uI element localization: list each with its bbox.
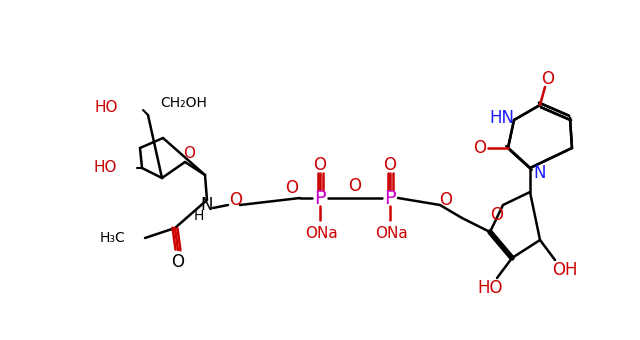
Text: P: P — [384, 188, 396, 207]
Text: O: O — [183, 147, 195, 162]
Text: O: O — [383, 156, 397, 174]
Text: O: O — [541, 70, 554, 88]
Text: HN: HN — [490, 109, 515, 127]
Text: P: P — [314, 188, 326, 207]
Text: OH: OH — [552, 261, 578, 279]
Text: H₃C: H₃C — [99, 231, 125, 245]
Text: O: O — [349, 177, 362, 195]
Text: N: N — [534, 164, 547, 182]
Text: O: O — [474, 139, 486, 157]
Text: O: O — [285, 179, 298, 197]
Text: ONa: ONa — [376, 225, 408, 240]
Text: ONa: ONa — [306, 225, 339, 240]
Text: N: N — [201, 196, 213, 214]
Text: O: O — [172, 253, 184, 271]
Text: H: H — [194, 209, 204, 223]
Text: O: O — [490, 206, 504, 224]
Text: O: O — [314, 156, 326, 174]
Text: O: O — [440, 191, 452, 209]
Text: HO: HO — [93, 160, 117, 175]
Text: O: O — [230, 191, 243, 209]
Text: HO: HO — [477, 279, 503, 297]
Text: CH₂OH: CH₂OH — [160, 96, 207, 110]
Text: HO: HO — [95, 100, 118, 115]
